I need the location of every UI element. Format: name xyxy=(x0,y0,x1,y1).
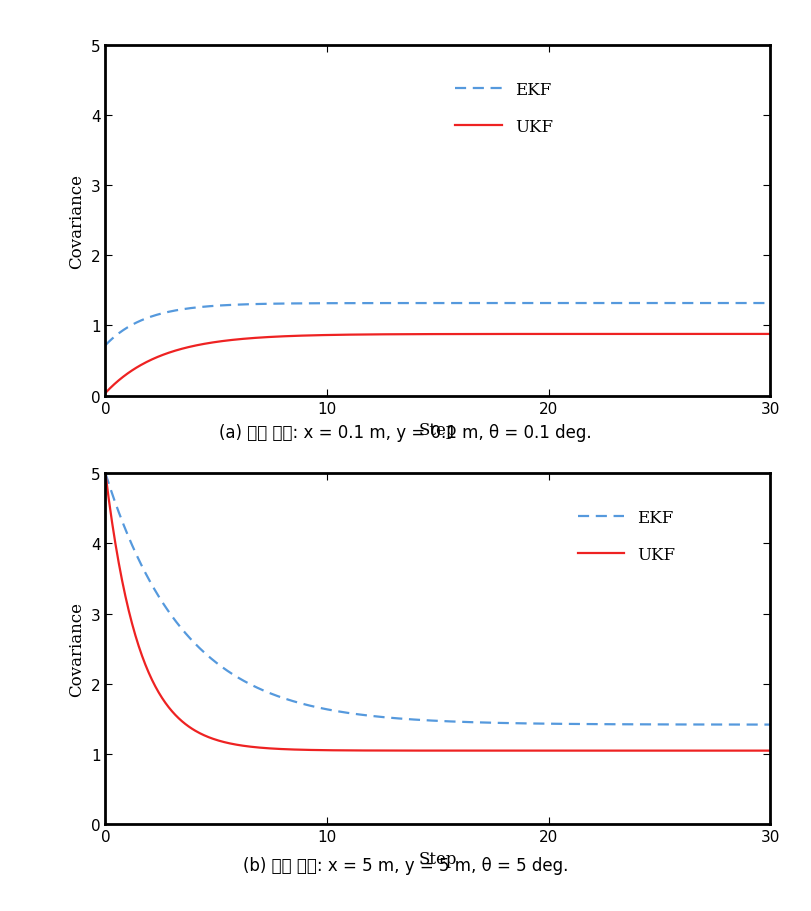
UKF xyxy=(218,737,228,748)
Text: (a) 초기 오차: x = 0.1 m, y = 0.1 m, θ = 0.1 deg.: (a) 초기 오차: x = 0.1 m, y = 0.1 m, θ = 0.1… xyxy=(219,424,592,442)
UKF xyxy=(601,329,611,340)
EKF xyxy=(401,298,411,309)
UKF xyxy=(766,329,775,340)
UKF xyxy=(545,745,555,756)
EKF xyxy=(545,298,555,309)
Text: (b) 초기 오차: x = 5 m, y = 5 m, θ = 5 deg.: (b) 초기 오차: x = 5 m, y = 5 m, θ = 5 deg. xyxy=(242,856,569,875)
EKF xyxy=(218,662,228,673)
EKF xyxy=(492,298,502,309)
UKF xyxy=(401,330,411,341)
X-axis label: Step: Step xyxy=(418,422,457,439)
UKF xyxy=(272,332,281,343)
UKF xyxy=(401,745,411,756)
EKF xyxy=(601,298,611,309)
X-axis label: Step: Step xyxy=(418,850,457,867)
UKF xyxy=(492,329,502,340)
EKF xyxy=(766,298,775,309)
EKF xyxy=(766,720,775,731)
UKF xyxy=(601,745,611,756)
Line: EKF: EKF xyxy=(105,303,770,346)
EKF xyxy=(101,341,110,352)
UKF xyxy=(101,388,110,399)
EKF xyxy=(601,719,611,730)
EKF xyxy=(401,713,411,724)
EKF xyxy=(492,718,502,729)
Line: EKF: EKF xyxy=(105,474,770,725)
Y-axis label: Covariance: Covariance xyxy=(68,173,85,269)
UKF xyxy=(766,745,775,756)
EKF xyxy=(272,299,281,310)
EKF xyxy=(545,719,555,730)
UKF xyxy=(272,743,281,754)
Y-axis label: Covariance: Covariance xyxy=(68,601,85,697)
EKF xyxy=(101,468,110,479)
UKF xyxy=(492,745,502,756)
Line: UKF: UKF xyxy=(105,474,770,751)
Legend: EKF, UKF: EKF, UKF xyxy=(448,75,560,142)
Legend: EKF, UKF: EKF, UKF xyxy=(571,503,682,570)
UKF xyxy=(101,468,110,479)
UKF xyxy=(218,336,228,347)
EKF xyxy=(272,691,281,701)
Line: UKF: UKF xyxy=(105,334,770,394)
EKF xyxy=(218,301,228,312)
UKF xyxy=(545,329,555,340)
